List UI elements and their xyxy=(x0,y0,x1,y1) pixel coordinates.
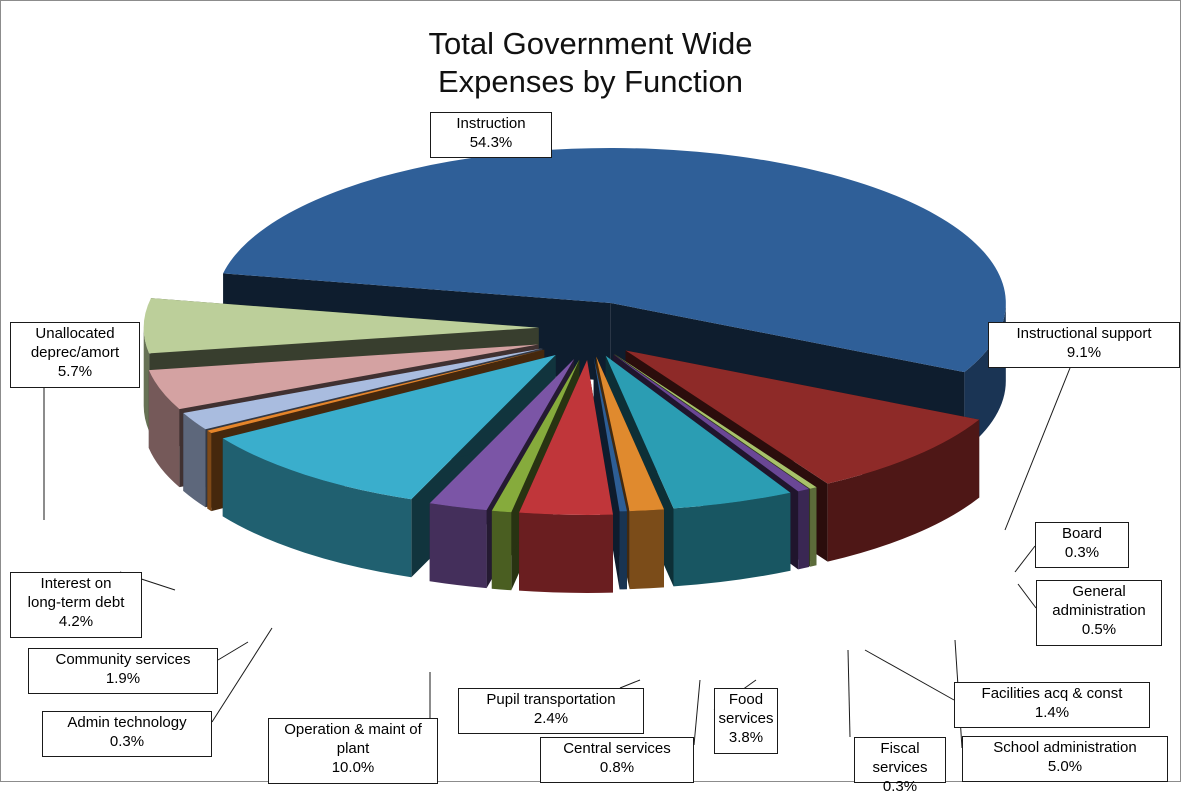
slice-side xyxy=(620,511,627,589)
data-label-value: 1.4% xyxy=(958,703,1146,722)
leader-line xyxy=(694,680,700,745)
data-label-value: 0.3% xyxy=(858,777,942,796)
data-label-name: Instructional support xyxy=(992,324,1176,343)
data-label-instructional-support: Instructional support 9.1% xyxy=(988,322,1180,368)
data-label-name: School administration xyxy=(966,738,1164,757)
data-label-board: Board 0.3% xyxy=(1035,522,1129,568)
data-label-community-services: Community services 1.9% xyxy=(28,648,218,694)
leader-line xyxy=(1018,584,1036,608)
data-label-name: deprec/amort xyxy=(14,343,136,362)
slice-side xyxy=(630,509,664,589)
data-label-name: General xyxy=(1040,582,1158,601)
pie-slices xyxy=(144,148,1006,593)
leader-line xyxy=(865,650,954,700)
data-label-general-administration: General administration 0.5% xyxy=(1036,580,1162,646)
data-label-interest-on-long-term-debt: Interest on long-term debt 4.2% xyxy=(10,572,142,638)
data-label-value: 9.1% xyxy=(992,343,1176,362)
data-label-central-services: Central services 0.8% xyxy=(540,737,694,783)
leader-line xyxy=(1015,546,1035,572)
data-label-operation-maint-of-plant: Operation & maint of plant 10.0% xyxy=(268,718,438,784)
data-label-name: long-term debt xyxy=(14,593,138,612)
data-label-value: 0.8% xyxy=(544,758,690,777)
data-label-name: Food xyxy=(718,690,774,709)
data-label-name: Interest on xyxy=(14,574,138,593)
data-label-name: Central services xyxy=(544,739,690,758)
slice-side xyxy=(492,511,511,591)
leader-line xyxy=(848,650,850,737)
data-label-value: 2.4% xyxy=(462,709,640,728)
data-label-name: Board xyxy=(1039,524,1125,543)
slice-side xyxy=(519,513,613,593)
data-label-name: administration xyxy=(1040,601,1158,620)
data-label-name: Unallocated xyxy=(14,324,136,343)
data-label-name: plant xyxy=(272,739,434,758)
data-label-value: 0.3% xyxy=(1039,543,1125,562)
leader-line xyxy=(1005,368,1070,530)
data-label-name: services xyxy=(718,709,774,728)
data-label-name: Fiscal services xyxy=(858,739,942,777)
data-label-name: Admin technology xyxy=(46,713,208,732)
data-label-name: Instruction xyxy=(434,114,548,133)
data-label-pupil-transportation: Pupil transportation 2.4% xyxy=(458,688,644,734)
data-label-unallocated-deprec-amort: Unallocated deprec/amort 5.7% xyxy=(10,322,140,388)
slice-side xyxy=(798,489,809,569)
data-label-name: Operation & maint of xyxy=(272,720,434,739)
slice-side xyxy=(810,487,816,566)
data-label-value: 0.5% xyxy=(1040,620,1158,639)
data-label-admin-technology: Admin technology 0.3% xyxy=(42,711,212,757)
data-label-value: 5.0% xyxy=(966,757,1164,776)
data-label-school-administration: School administration 5.0% xyxy=(962,736,1168,782)
data-label-name: Pupil transportation xyxy=(462,690,640,709)
data-label-value: 4.2% xyxy=(14,612,138,631)
data-label-name: Community services xyxy=(32,650,214,669)
data-label-value: 0.3% xyxy=(46,732,208,751)
leader-line xyxy=(218,642,248,660)
data-label-value: 1.9% xyxy=(32,669,214,688)
data-label-instruction: Instruction 54.3% xyxy=(430,112,552,158)
data-label-value: 54.3% xyxy=(434,133,548,152)
data-label-name: Facilities acq & const xyxy=(958,684,1146,703)
data-label-value: 3.8% xyxy=(718,728,774,747)
data-label-value: 5.7% xyxy=(14,362,136,381)
data-label-value: 10.0% xyxy=(272,758,434,777)
data-label-food-services: Food services 3.8% xyxy=(714,688,778,754)
leader-line xyxy=(620,680,640,688)
data-label-fiscal-services: Fiscal services 0.3% xyxy=(854,737,946,783)
slice-side xyxy=(430,503,487,588)
slice-side xyxy=(207,431,211,511)
leader-line xyxy=(212,628,272,722)
data-label-facilities-acq-const: Facilities acq & const 1.4% xyxy=(954,682,1150,728)
